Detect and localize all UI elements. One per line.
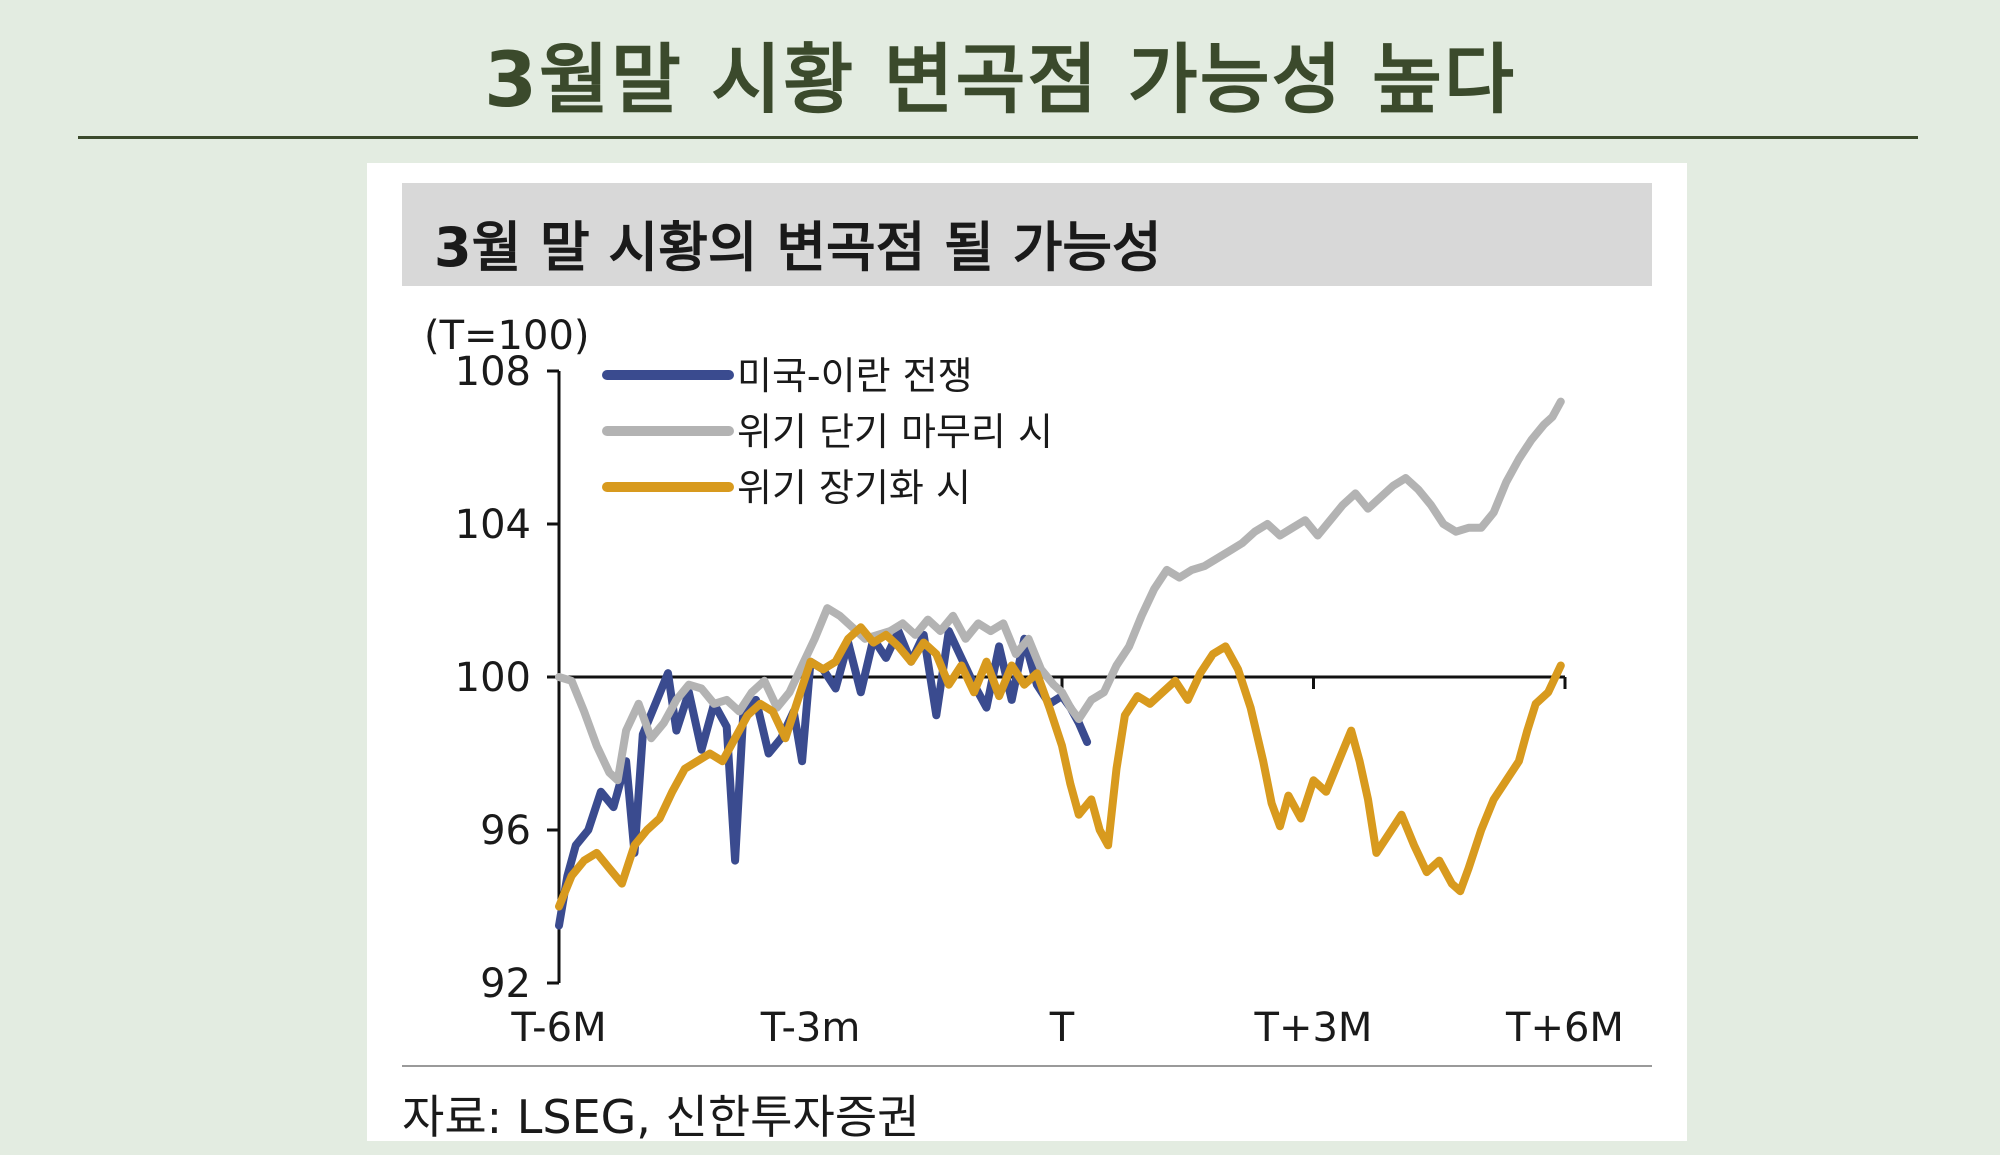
chart-panel: 3월 말 시황의 변곡점 될 가능성 (T=100) 92 96 100 104 108 T…: [367, 163, 1687, 1144]
legend-label-2: 위기 단기 마무리 시: [737, 410, 1053, 454]
x-tick-label: T: [1049, 1005, 1075, 1051]
y-tick-label: 92: [480, 961, 531, 1007]
x-tick-label: T+3M: [1254, 1005, 1373, 1051]
legend-label-1: 미국-이란 전쟁: [737, 354, 973, 398]
y-tick-label: 96: [480, 808, 531, 854]
x-tick-label: T+6M: [1505, 1005, 1624, 1051]
title-divider: [78, 136, 1918, 139]
chart-title: 3월 말 시황의 변곡점 될 가능성: [434, 216, 1162, 279]
series-lines: [555, 397, 1565, 930]
series-line-3: [555, 623, 1565, 911]
x-tick-label: T-3m: [760, 1005, 861, 1051]
line-chart: (T=100) 92 96 100 104 108 T-6M T-3m T T+3M T+6M 미국…: [424, 313, 1624, 1051]
y-tick-label: 108: [455, 349, 531, 395]
axes: (T=100) 92 96 100 104 108 T-6M T-3m T T+3M T+6M: [424, 313, 1624, 1051]
legend-label-3: 위기 장기화 시: [737, 466, 971, 510]
x-tick-label: T-6M: [510, 1005, 606, 1051]
unit-label: (T=100): [424, 313, 590, 359]
y-tick-label: 100: [455, 655, 531, 701]
source-divider: [402, 1065, 1652, 1067]
chart-header: 3월 말 시황의 변곡점 될 가능성: [402, 183, 1652, 286]
y-tick-label: 104: [455, 502, 531, 548]
slide-title: 3월말 시황 변곡점 가능성 높다: [484, 35, 1516, 124]
series-line-2: [555, 397, 1565, 785]
source-note: 자료: LSEG, 신한투자증권: [402, 1090, 920, 1144]
